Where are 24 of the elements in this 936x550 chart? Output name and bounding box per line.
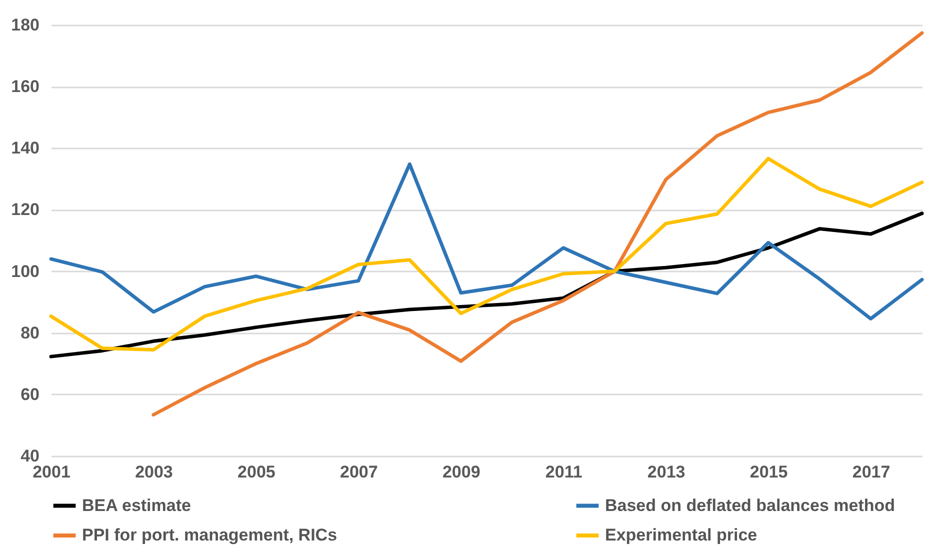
x-tick-label: 2005 — [238, 462, 276, 482]
y-tick-label: 180 — [11, 16, 40, 34]
y-tick-label: 60 — [20, 384, 40, 404]
x-tick-label: 2003 — [135, 462, 173, 482]
y-tick-label: 140 — [11, 138, 40, 158]
x-tick-label: 2011 — [545, 462, 582, 482]
x-tick-label: 2015 — [750, 462, 788, 482]
y-tick-label: 80 — [20, 323, 40, 342]
line-series — [49, 156, 924, 352]
x-tick-label: 2007 — [340, 462, 378, 482]
x-tick-label: 2001 — [32, 462, 70, 482]
y-tick-label: 160 — [11, 77, 40, 96]
x-tick-label: 2009 — [442, 462, 480, 482]
legend-label: Based on deflated balances method — [605, 496, 896, 515]
line-series — [49, 162, 924, 320]
y-tick-label: 100 — [11, 262, 40, 281]
x-tick-label: 2017 — [852, 462, 890, 482]
legend-label: PPI for port. management, RICs — [82, 526, 338, 544]
y-tick-label: 120 — [11, 200, 40, 220]
line-series — [152, 31, 924, 416]
x-tick-label: 2013 — [647, 462, 686, 482]
legend-label: Experimental price — [605, 526, 758, 544]
legend-label: BEA estimate — [82, 496, 191, 515]
y-tick-label: 40 — [20, 446, 40, 466]
